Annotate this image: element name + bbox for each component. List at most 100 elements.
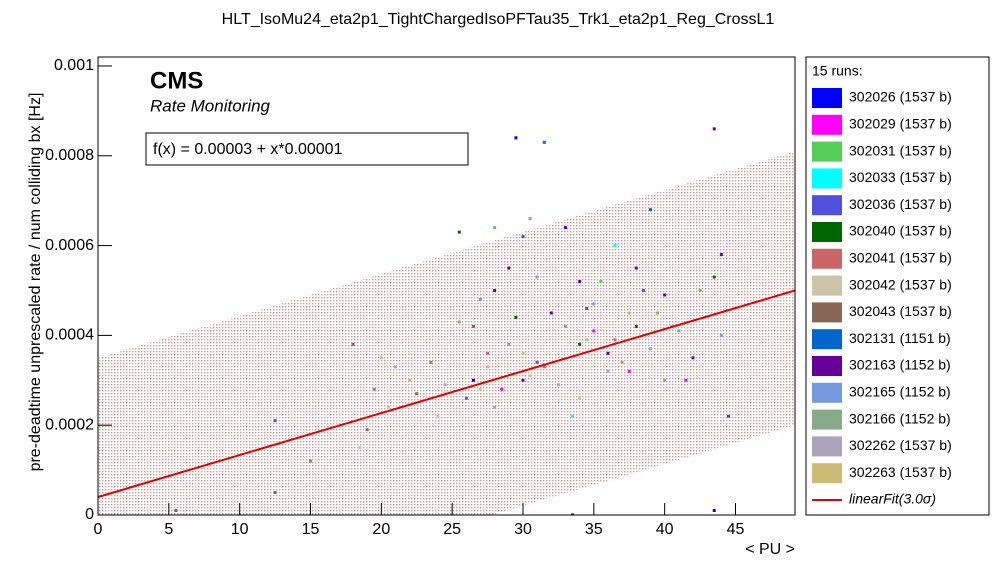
legend-swatch xyxy=(812,463,842,484)
plot-clip xyxy=(98,127,795,515)
data-point xyxy=(585,306,589,310)
data-point xyxy=(585,338,589,342)
x-tick-label: 25 xyxy=(443,521,461,538)
data-point xyxy=(592,302,596,306)
data-point xyxy=(273,419,277,423)
data-point xyxy=(712,509,716,513)
data-point xyxy=(457,230,461,234)
data-point xyxy=(486,351,490,355)
data-point xyxy=(486,365,490,369)
data-point xyxy=(649,347,652,351)
data-point xyxy=(429,360,433,364)
y-tick-label: 0.001 xyxy=(54,57,94,74)
plot-area xyxy=(98,127,795,515)
x-tick-label: 40 xyxy=(656,521,674,538)
data-point xyxy=(620,360,624,364)
data-point xyxy=(571,414,575,418)
data-point xyxy=(471,324,475,328)
data-point xyxy=(443,383,447,387)
data-point xyxy=(656,311,660,315)
data-point xyxy=(500,387,504,391)
y-tick-label: 0.0004 xyxy=(45,327,94,344)
data-point xyxy=(663,378,667,382)
data-point xyxy=(464,396,468,400)
x-tick-label: 15 xyxy=(302,521,320,538)
data-point xyxy=(415,392,419,396)
legend-label: 302131 (1151 b) xyxy=(849,330,951,346)
data-point xyxy=(174,509,178,513)
x-tick-label: 30 xyxy=(514,521,532,538)
x-tick-label: 35 xyxy=(585,521,603,538)
legend-label: 302263 (1537 b) xyxy=(849,464,952,480)
legend-swatch xyxy=(812,114,842,135)
data-point xyxy=(564,226,567,230)
legend-swatch xyxy=(812,329,842,350)
legend-title: 15 runs: xyxy=(812,63,863,79)
data-point xyxy=(592,329,596,333)
y-tick-label: 0.0002 xyxy=(45,416,94,433)
legend-label: 302163 (1152 b) xyxy=(849,357,951,373)
data-point xyxy=(634,266,638,270)
legend-label: 302043 (1537 b) xyxy=(849,303,952,319)
data-point xyxy=(479,387,482,391)
data-point xyxy=(372,387,376,391)
legend-swatch xyxy=(812,195,842,216)
data-point xyxy=(698,288,702,292)
y-tick-label: 0 xyxy=(85,506,94,523)
data-point xyxy=(408,378,412,382)
data-point xyxy=(493,405,497,409)
legend-label: 302166 (1152 b) xyxy=(849,410,951,426)
data-point xyxy=(613,338,617,342)
legend-label: 302033 (1537 b) xyxy=(849,169,952,185)
data-point xyxy=(542,365,546,369)
sigma-band xyxy=(98,151,795,515)
data-point xyxy=(719,253,723,257)
x-tick-label: 45 xyxy=(727,521,745,538)
legend-swatch xyxy=(812,88,842,108)
data-point xyxy=(571,513,575,515)
legend-swatch xyxy=(812,409,842,430)
legend-swatch xyxy=(812,222,842,242)
data-point xyxy=(493,226,497,230)
data-point xyxy=(528,217,532,221)
legend-swatch xyxy=(812,275,842,296)
data-point xyxy=(627,311,631,315)
data-point xyxy=(514,136,518,140)
data-point xyxy=(606,351,610,355)
data-point xyxy=(436,414,440,418)
data-point xyxy=(507,266,511,270)
y-tick-label: 0.0008 xyxy=(45,147,94,164)
data-point xyxy=(549,311,553,315)
data-point xyxy=(507,342,511,346)
legend-swatch xyxy=(812,248,842,269)
data-point xyxy=(273,491,277,495)
x-tick-label: 10 xyxy=(231,521,249,538)
data-point xyxy=(663,293,667,297)
chart-title: HLT_IsoMu24_eta2p1_TightChargedIsoPFTau3… xyxy=(222,11,775,28)
fit-text: f(x) = 0.00003 + x*0.00001 xyxy=(153,141,343,158)
legend-label: 302036 (1537 b) xyxy=(849,196,952,212)
data-point xyxy=(521,235,525,239)
data-point xyxy=(712,275,716,279)
data-point xyxy=(627,369,631,373)
data-point xyxy=(677,329,681,333)
data-point xyxy=(528,374,532,378)
data-point xyxy=(542,140,546,144)
data-point xyxy=(691,356,695,360)
legend-label: linearFit(3.0σ) xyxy=(849,491,936,507)
data-point xyxy=(351,342,355,346)
subtitle: Rate Monitoring xyxy=(150,96,271,115)
legend-swatch xyxy=(812,356,842,376)
data-point xyxy=(386,405,390,409)
data-point xyxy=(394,365,397,369)
data-point xyxy=(606,369,610,373)
data-point xyxy=(564,324,567,328)
legend-label: 302262 (1537 b) xyxy=(849,437,952,453)
cms-label: CMS xyxy=(150,67,203,94)
data-point xyxy=(726,414,730,418)
x-tick-label: 5 xyxy=(164,521,173,538)
data-point xyxy=(521,378,525,382)
fit-box xyxy=(145,132,469,166)
legend-swatch xyxy=(812,436,842,457)
legend-swatch xyxy=(812,141,842,162)
